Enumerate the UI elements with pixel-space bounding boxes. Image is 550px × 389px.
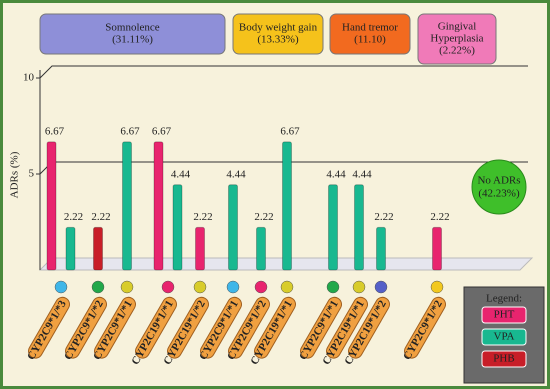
bar <box>432 226 442 271</box>
y-tick-label: 10 <box>23 72 35 84</box>
category-marker <box>120 280 134 294</box>
annotation-box <box>232 13 324 55</box>
value-label: 4.44 <box>226 168 246 180</box>
annotation-text: Hyperplasia <box>430 33 483 45</box>
annotation-text: (13.33%) <box>257 34 299 46</box>
value-label: 2.22 <box>91 211 110 223</box>
annotation-text: (11.10) <box>354 34 386 46</box>
category-pill <box>200 296 242 359</box>
category-pill <box>300 296 342 359</box>
bar <box>172 184 183 271</box>
category-marker <box>254 280 268 294</box>
value-label: 2.22 <box>374 211 393 223</box>
category-marker <box>280 280 294 294</box>
category-pill <box>167 296 209 359</box>
bar <box>354 184 364 271</box>
category-pill <box>326 296 368 359</box>
value-label: 6.67 <box>45 125 65 137</box>
annotation-text: (31.11%) <box>112 34 153 46</box>
category-pill <box>65 296 107 359</box>
category-pill <box>228 296 270 359</box>
category-marker <box>430 280 444 294</box>
legend-label: VPA <box>494 331 515 343</box>
category-marker <box>161 280 175 294</box>
category-pill <box>254 296 296 359</box>
legend-swatch <box>481 306 527 324</box>
bar <box>122 141 132 271</box>
category-pill <box>94 296 136 359</box>
category-marker <box>54 280 68 294</box>
category-pill <box>28 296 70 359</box>
bar <box>228 184 238 271</box>
category-pill <box>348 296 390 359</box>
note-circle <box>471 159 527 215</box>
category-marker <box>326 280 340 294</box>
annotation-text: Hand tremor <box>342 22 398 34</box>
value-label: 4.44 <box>326 168 346 180</box>
category-pill <box>135 296 177 359</box>
annotation-text: Body weight gain <box>239 22 318 34</box>
value-label: 2.22 <box>430 211 449 223</box>
value-label: 4.44 <box>171 168 191 180</box>
bar <box>153 141 164 271</box>
grid-line <box>39 65 528 79</box>
annotation-text: Gingival <box>438 21 477 33</box>
value-label: 4.44 <box>352 168 372 180</box>
legend-title: Legend: <box>486 293 522 305</box>
bar <box>376 226 386 271</box>
annotation-box <box>329 13 411 55</box>
annotation-box <box>417 13 497 65</box>
legend-label: PHT <box>494 309 515 321</box>
category-marker <box>352 280 366 294</box>
legend-swatch <box>481 328 527 346</box>
bar <box>328 184 338 271</box>
annotation-box <box>39 13 226 55</box>
value-label: 2.22 <box>254 211 273 223</box>
annotation-text: Somnolence <box>105 22 159 34</box>
category-marker <box>226 280 240 294</box>
category-marker <box>193 280 207 294</box>
category-marker <box>91 280 105 294</box>
bar <box>65 226 76 271</box>
note-text: No ADRs <box>477 175 520 187</box>
bar <box>46 141 57 271</box>
bar <box>282 141 292 271</box>
note-text: (42.23%) <box>478 188 520 200</box>
category-marker <box>374 280 388 294</box>
value-label: 2.22 <box>64 211 83 223</box>
y-tick-label: 5 <box>29 168 35 180</box>
legend-swatch <box>481 350 527 368</box>
bar <box>195 226 205 271</box>
bar <box>93 226 103 271</box>
legend-label: PHB <box>493 353 514 365</box>
y-axis-label: ADRs (%) <box>9 151 21 198</box>
bar <box>256 226 266 271</box>
annotation-text: (2.22%) <box>439 45 475 57</box>
value-label: 6.67 <box>120 125 140 137</box>
value-label: 2.22 <box>193 211 212 223</box>
category-pill <box>404 296 446 359</box>
value-label: 6.67 <box>280 125 300 137</box>
value-label: 6.67 <box>152 125 172 137</box>
